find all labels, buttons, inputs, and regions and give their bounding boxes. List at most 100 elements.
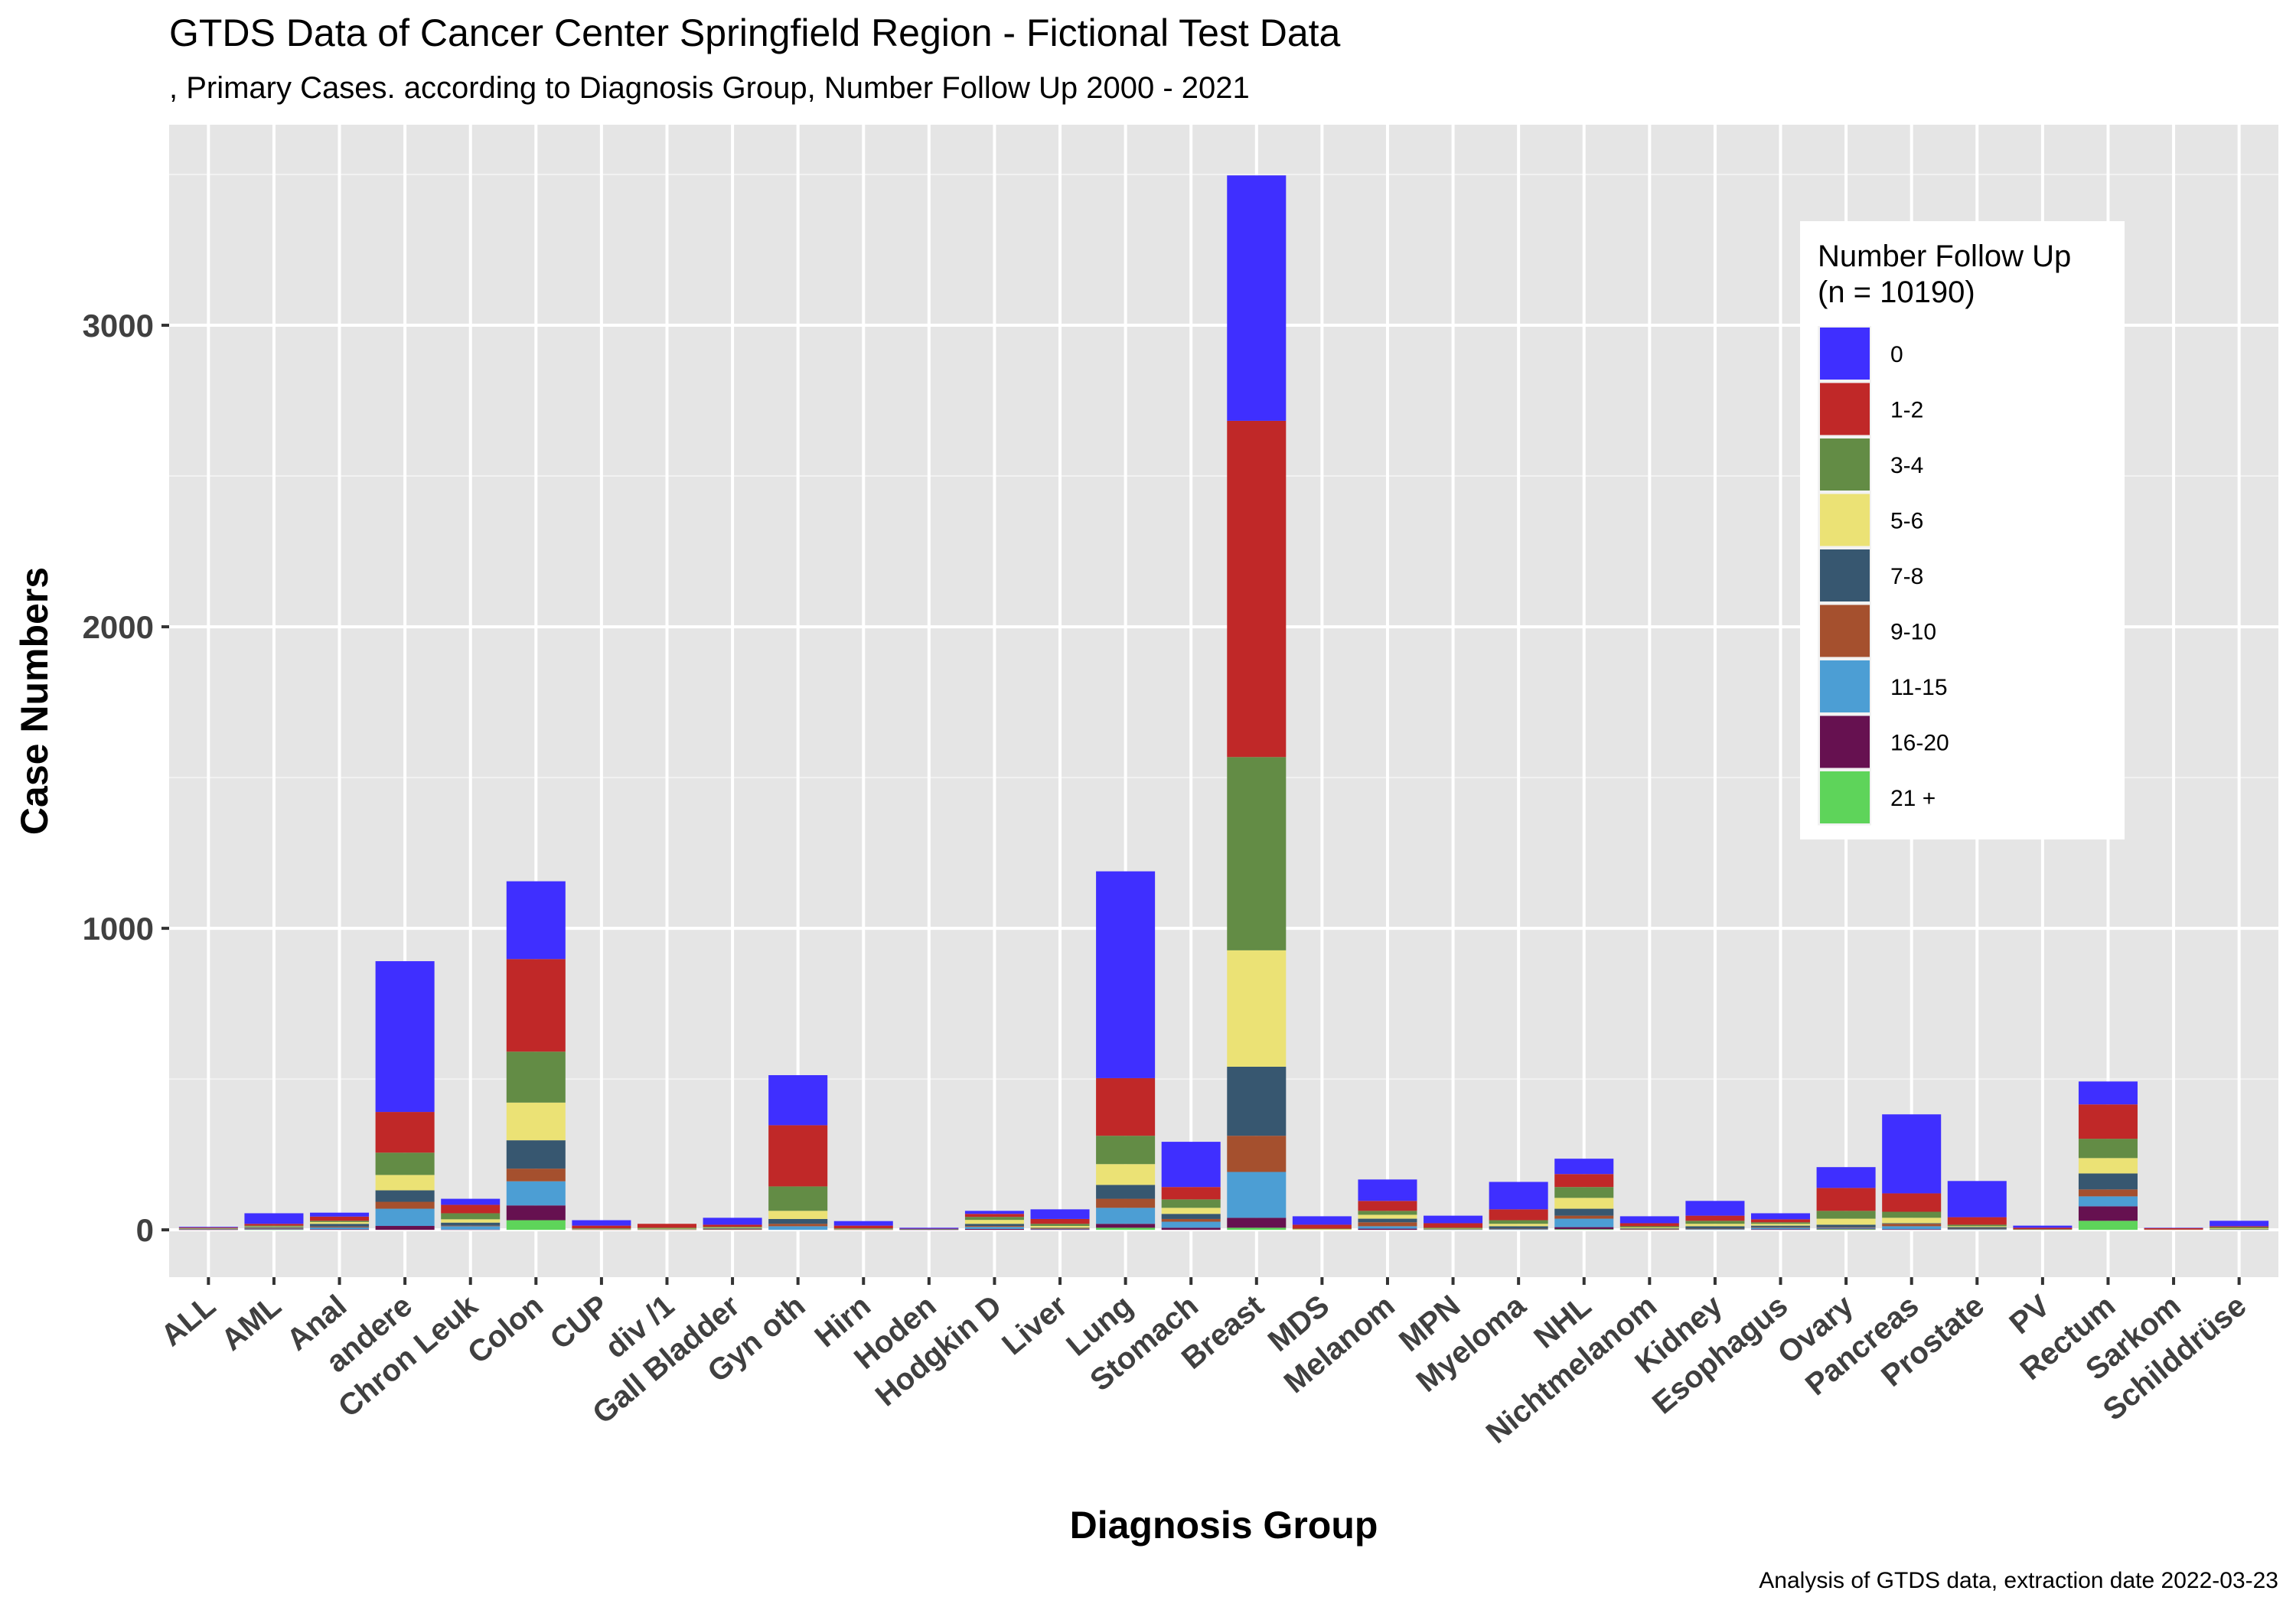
bar-stack bbox=[572, 1220, 631, 1231]
bar-segment bbox=[1751, 1229, 1811, 1231]
bar-segment bbox=[506, 1051, 566, 1103]
bar-segment bbox=[1947, 1181, 2007, 1217]
legend-label: 5-6 bbox=[1890, 509, 1923, 534]
bar-segment bbox=[637, 1229, 696, 1231]
legend-item: 11-15 bbox=[1818, 659, 1948, 715]
bar-segment bbox=[441, 1204, 501, 1214]
bar-segment bbox=[1096, 1164, 1156, 1185]
bar-segment bbox=[310, 1227, 370, 1230]
bar-segment bbox=[1816, 1227, 1876, 1228]
bar-segment bbox=[244, 1227, 304, 1229]
bar-segment bbox=[310, 1221, 370, 1222]
bar-segment bbox=[1358, 1218, 1417, 1223]
bar-segment bbox=[1358, 1211, 1417, 1215]
bar-segment bbox=[572, 1228, 631, 1229]
bar-segment bbox=[1227, 175, 1287, 421]
bar-segment bbox=[1816, 1218, 1876, 1225]
y-axis-title: Case Numbers bbox=[13, 567, 56, 835]
legend-label: 1-2 bbox=[1890, 398, 1923, 423]
bar-segment bbox=[768, 1218, 828, 1224]
bar-segment bbox=[1358, 1179, 1417, 1201]
bar-segment bbox=[1882, 1211, 1942, 1218]
bar-segment bbox=[1882, 1229, 1942, 1231]
bar-segment bbox=[1751, 1222, 1811, 1224]
bar-segment bbox=[1161, 1142, 1221, 1188]
bar-stack bbox=[899, 1227, 959, 1231]
y-axis: 0 1000 2000 3000 bbox=[83, 308, 169, 1248]
bar-stack bbox=[244, 1213, 304, 1231]
bar-segment bbox=[1030, 1228, 1090, 1230]
bar-segment bbox=[2078, 1081, 2138, 1105]
bar-segment bbox=[1882, 1217, 1942, 1224]
bar-segment bbox=[1619, 1228, 1679, 1230]
bar-segment bbox=[1751, 1227, 1811, 1228]
bar-segment bbox=[1096, 1224, 1156, 1228]
bar-segment bbox=[1292, 1224, 1352, 1229]
bar-segment bbox=[1554, 1227, 1614, 1230]
bar-segment bbox=[375, 1152, 435, 1175]
bar-segment bbox=[2144, 1227, 2203, 1230]
bar-segment bbox=[506, 1220, 566, 1231]
bar-segment bbox=[572, 1225, 631, 1229]
bar-segment bbox=[1030, 1209, 1090, 1219]
bar-segment bbox=[2013, 1227, 2073, 1230]
bar-segment bbox=[506, 881, 566, 960]
bar-segment bbox=[1489, 1220, 1548, 1224]
bar-stack bbox=[178, 1227, 238, 1231]
bar-segment bbox=[637, 1228, 696, 1230]
bar-segment bbox=[1161, 1227, 1221, 1231]
bar-segment bbox=[1489, 1228, 1548, 1230]
legend-item: 9-10 bbox=[1818, 603, 1936, 659]
bar-segment bbox=[178, 1227, 238, 1229]
bar-segment bbox=[1554, 1159, 1614, 1175]
bar-segment bbox=[1816, 1228, 1876, 1230]
bar-segment bbox=[1489, 1224, 1548, 1227]
bar-segment bbox=[375, 1190, 435, 1202]
bar-segment bbox=[244, 1227, 304, 1228]
bar-segment bbox=[899, 1227, 959, 1229]
bar-segment bbox=[178, 1228, 238, 1230]
bar-segment bbox=[375, 1201, 435, 1209]
bar-segment bbox=[2078, 1104, 2138, 1139]
bar-stack bbox=[2078, 1081, 2138, 1231]
bar-segment bbox=[1424, 1223, 1483, 1228]
bar-segment bbox=[2210, 1221, 2269, 1227]
bar-segment bbox=[441, 1198, 501, 1205]
bar-stack bbox=[1227, 175, 1287, 1231]
bar-segment bbox=[1947, 1229, 2007, 1231]
bar-segment bbox=[768, 1125, 828, 1187]
bar-segment bbox=[703, 1224, 762, 1227]
bar-segment bbox=[2078, 1189, 2138, 1197]
bar-segment bbox=[441, 1213, 501, 1220]
bar-segment bbox=[244, 1225, 304, 1227]
bar-segment bbox=[637, 1224, 696, 1228]
bar-segment bbox=[1619, 1226, 1679, 1227]
legend-title-line2: (n = 10190) bbox=[1818, 275, 1975, 309]
bar-segment bbox=[1030, 1227, 1090, 1229]
x-axis-title: Diagnosis Group bbox=[1070, 1504, 1378, 1547]
bar-segment bbox=[964, 1224, 1024, 1227]
bar-segment bbox=[1096, 1198, 1156, 1208]
bar-segment bbox=[1751, 1227, 1811, 1230]
bar-segment bbox=[1947, 1228, 2007, 1230]
y-tick-label: 2000 bbox=[83, 609, 154, 645]
bar-segment bbox=[310, 1229, 370, 1231]
bar-stack bbox=[1554, 1159, 1614, 1231]
y-tick-label: 0 bbox=[136, 1212, 154, 1248]
bar-segment bbox=[2078, 1196, 2138, 1207]
bar-segment bbox=[1554, 1208, 1614, 1216]
bar-segment bbox=[375, 1208, 435, 1227]
bar-stack bbox=[310, 1212, 370, 1231]
y-tick-label: 1000 bbox=[83, 911, 154, 947]
bar-segment bbox=[703, 1228, 762, 1230]
bar-segment bbox=[1882, 1226, 1942, 1230]
bar-segment bbox=[2210, 1228, 2269, 1230]
bar-segment bbox=[1358, 1214, 1417, 1219]
bar-segment bbox=[572, 1228, 631, 1230]
bar-segment bbox=[1030, 1224, 1090, 1227]
bar-stack bbox=[703, 1217, 762, 1231]
bar-segment bbox=[1816, 1211, 1876, 1219]
bar-segment bbox=[244, 1213, 304, 1224]
